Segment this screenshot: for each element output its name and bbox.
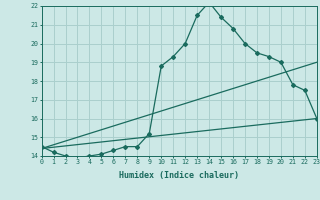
X-axis label: Humidex (Indice chaleur): Humidex (Indice chaleur): [119, 171, 239, 180]
